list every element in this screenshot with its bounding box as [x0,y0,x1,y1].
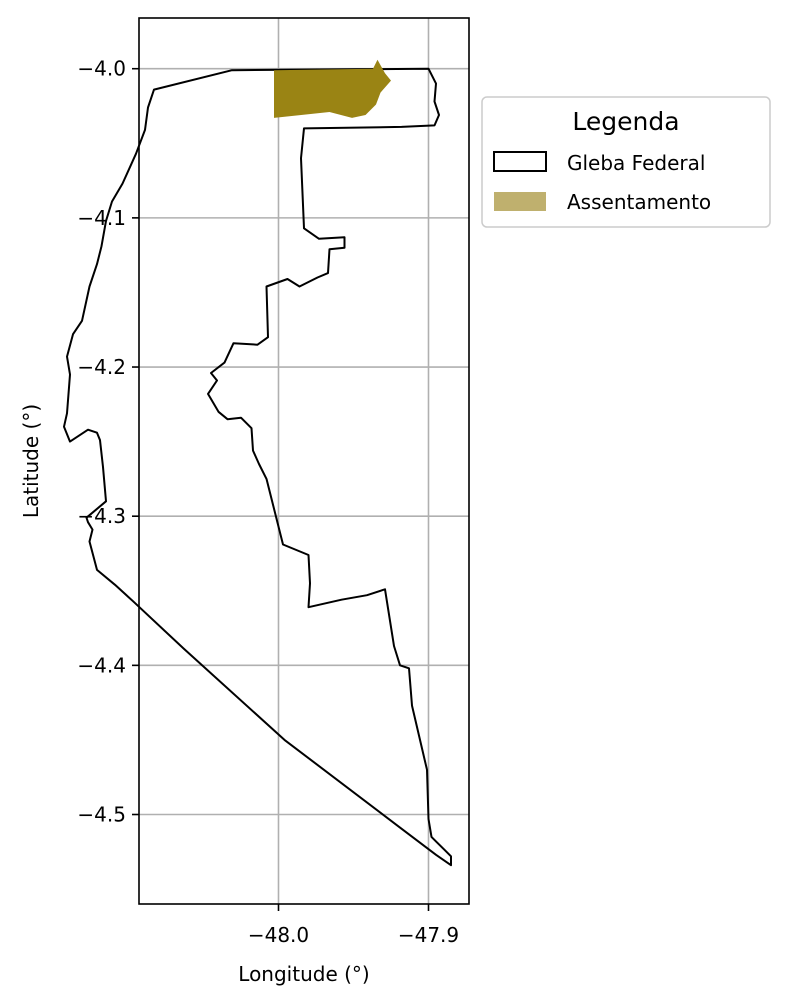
y-tick-label: −4.3 [77,504,126,528]
legend-title: Legenda [572,107,679,136]
legend: Legenda Gleba Federal Assentamento [481,96,771,228]
legend-frame [481,96,771,228]
legend-swatch-gleba-federal [493,151,547,172]
map-features [63,59,452,867]
y-tick-label: −4.1 [77,206,126,230]
y-tick-label: −4.5 [77,803,126,827]
legend-swatch-assentamento [494,192,546,211]
polygon-assentamento [274,59,391,118]
legend-label-gleba-federal: Gleba Federal [567,151,705,175]
plot-frame [138,17,470,905]
y-tick-label: −4.2 [77,355,126,379]
y-tick-label: −4.4 [77,653,126,677]
axis-ticks: −48.0 −47.9 −4.0 −4.1 −4.2 −4.3 −4.4 −4.5 [77,57,459,947]
y-tick-label: −4.0 [77,57,126,81]
x-tick-label: −47.9 [398,923,459,947]
x-tick-label: −48.0 [248,923,309,947]
y-axis-label: Latitude (°) [19,404,43,518]
polygon-gleba-federal [63,67,452,867]
x-axis-label: Longitude (°) [238,962,369,986]
legend-label-assentamento: Assentamento [567,190,711,214]
gridlines [139,18,469,904]
